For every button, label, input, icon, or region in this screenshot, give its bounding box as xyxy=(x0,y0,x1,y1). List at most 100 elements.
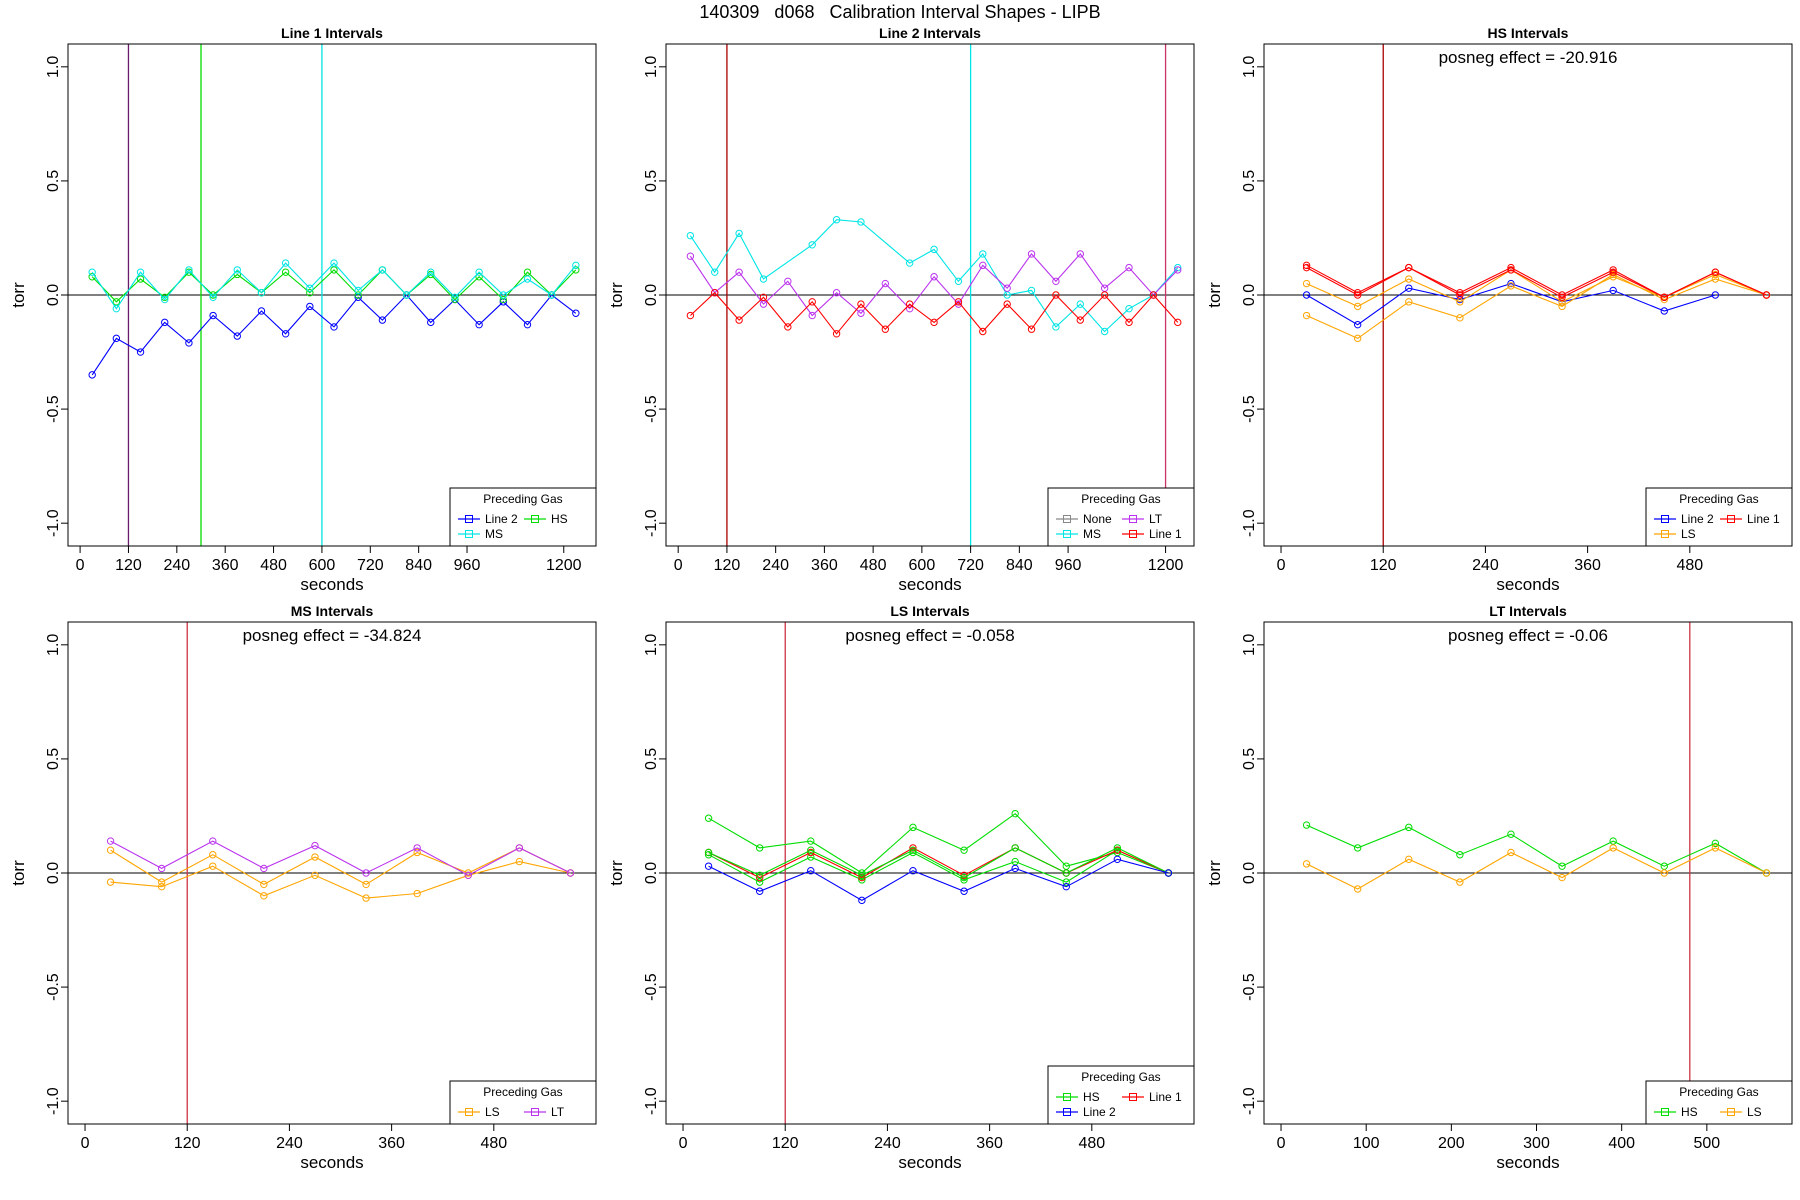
data-point xyxy=(858,876,866,884)
legend-label: Line 1 xyxy=(1747,512,1780,526)
legend-marker xyxy=(465,1108,473,1116)
y-tick-label: -0.5 xyxy=(1241,973,1258,1001)
data-point xyxy=(260,880,268,889)
data-point xyxy=(881,279,890,288)
data-point xyxy=(1113,846,1122,854)
data-point xyxy=(362,894,370,902)
x-tick-label: 480 xyxy=(1676,557,1703,574)
y-tick-label: -0.5 xyxy=(1241,395,1258,423)
data-point xyxy=(572,309,580,317)
data-point xyxy=(1405,855,1413,864)
legend-marker xyxy=(531,1108,539,1116)
data-point xyxy=(1711,844,1720,852)
series-line xyxy=(708,849,1169,883)
data-point xyxy=(1609,844,1617,852)
series-line xyxy=(1306,283,1716,326)
series-line xyxy=(690,291,1179,335)
data-point xyxy=(185,266,193,274)
data-point xyxy=(427,318,435,327)
data-point xyxy=(1174,263,1182,272)
data-point xyxy=(499,295,507,304)
data-point xyxy=(362,880,370,889)
data-point xyxy=(106,846,115,854)
x-tick-label: 0 xyxy=(679,1135,688,1152)
legend: Preceding Gas LS LT xyxy=(449,1080,597,1125)
data-point xyxy=(1507,282,1515,290)
data-point xyxy=(515,844,524,852)
y-tick-label: 0.5 xyxy=(45,748,62,770)
data-point xyxy=(354,286,362,295)
data-point xyxy=(1302,821,1311,829)
data-point xyxy=(1711,270,1720,279)
data-point xyxy=(755,873,764,882)
x-axis-label: seconds xyxy=(898,575,961,594)
legend-box xyxy=(1645,1080,1793,1125)
data-point xyxy=(1113,844,1122,852)
data-point xyxy=(136,348,145,356)
y-tick-label: -1.0 xyxy=(45,1087,62,1115)
y-tick-label: -0.5 xyxy=(643,973,660,1001)
legend-title: Preceding Gas xyxy=(483,492,562,506)
data-point xyxy=(759,293,768,301)
data-point xyxy=(161,293,169,301)
data-point xyxy=(464,871,472,879)
data-point xyxy=(832,289,841,297)
x-tick-label: 300 xyxy=(1523,1135,1550,1152)
y-tick-label: -1.0 xyxy=(1241,1087,1258,1115)
x-tick-label: 1200 xyxy=(546,557,582,574)
legend-marker xyxy=(465,515,473,523)
page-title: 140309 d068 Calibration Interval Shapes … xyxy=(699,2,1101,22)
data-point xyxy=(523,320,532,329)
data-point xyxy=(306,302,314,311)
y-tick-label: 0.5 xyxy=(1241,748,1258,770)
legend-label: None xyxy=(1083,512,1112,526)
y-tick-label: 1.0 xyxy=(1241,634,1258,656)
data-point xyxy=(704,848,713,857)
data-point xyxy=(759,275,768,283)
posneg-annotation: posneg effect = -0.06 xyxy=(1448,626,1608,645)
data-point xyxy=(475,320,483,329)
data-point xyxy=(905,259,914,267)
x-tick-label: 720 xyxy=(357,557,384,574)
data-point xyxy=(1507,830,1515,838)
data-point xyxy=(832,330,841,338)
data-point xyxy=(378,266,387,274)
data-point xyxy=(1456,289,1464,297)
series-line xyxy=(110,840,571,876)
y-tick-label: 1.0 xyxy=(45,56,62,78)
data-point xyxy=(1027,250,1036,258)
data-point xyxy=(1027,325,1036,333)
x-tick-label: 500 xyxy=(1693,1135,1720,1152)
data-point xyxy=(413,848,421,857)
x-tick-label: 240 xyxy=(163,557,190,574)
data-point xyxy=(858,873,866,882)
series-line xyxy=(1306,847,1767,890)
data-point xyxy=(260,892,268,900)
data-point xyxy=(1302,291,1311,299)
legend-label: MS xyxy=(485,527,503,541)
data-point xyxy=(306,289,314,297)
data-point xyxy=(257,307,266,315)
data-point xyxy=(858,896,866,905)
x-tick-label: 840 xyxy=(1006,557,1033,574)
legend-label: Line 2 xyxy=(485,512,518,526)
data-point xyxy=(857,218,865,226)
x-tick-label: 240 xyxy=(1472,557,1499,574)
chart-panel-4: MS Intervals 0 120 240 360 480 seconds -1.0 -0.5… xyxy=(9,603,597,1172)
data-point xyxy=(88,268,96,276)
x-tick-label: 360 xyxy=(976,1135,1003,1152)
y-axis-label: torr xyxy=(607,282,626,308)
x-tick-label: 360 xyxy=(212,557,239,574)
data-point xyxy=(909,823,917,832)
y-axis-label: torr xyxy=(1205,860,1224,886)
data-point xyxy=(930,245,938,254)
legend-label: Line 2 xyxy=(1681,512,1714,526)
data-point xyxy=(909,846,917,854)
x-tick-label: 600 xyxy=(909,557,936,574)
data-point xyxy=(330,259,338,267)
data-point xyxy=(807,848,815,857)
data-point xyxy=(808,298,816,306)
y-tick-label: 0.5 xyxy=(643,748,660,770)
data-point xyxy=(209,851,217,859)
